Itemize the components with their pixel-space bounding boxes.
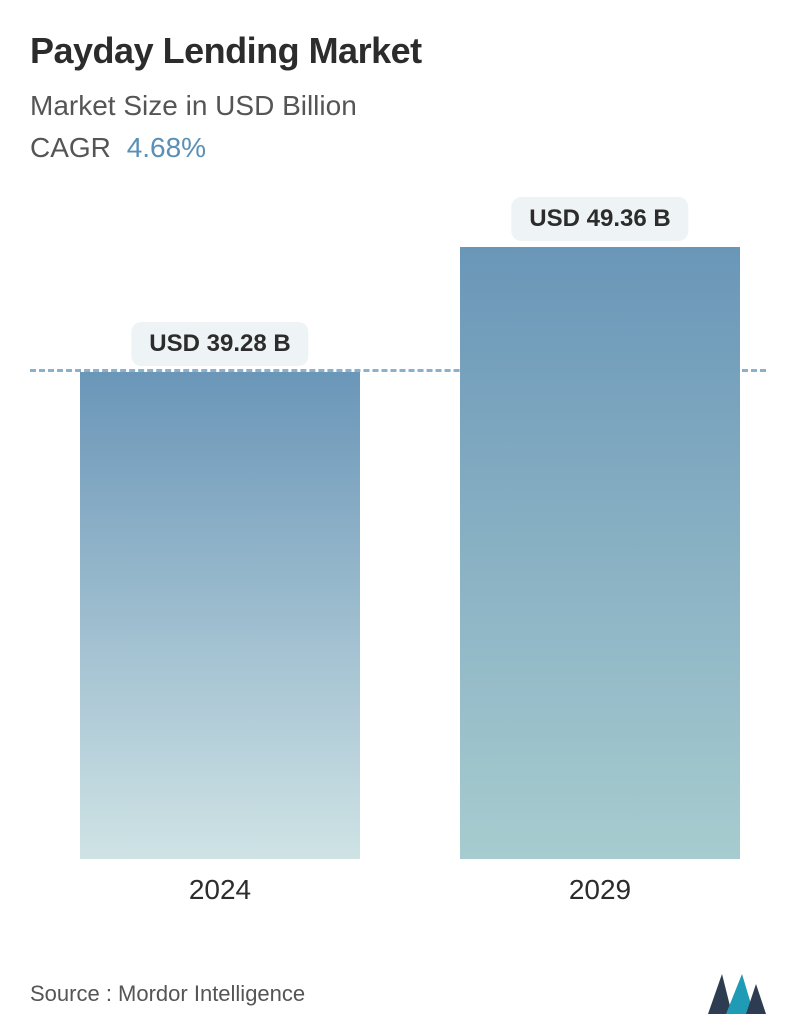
cagr-label: CAGR [30,132,111,163]
cagr-row: CAGR 4.68% [30,132,766,164]
bar-track: USD 39.28 B USD 49.36 B [30,214,766,859]
x-axis-label: 2029 [460,874,740,906]
bar-value-pill: USD 39.28 B [131,322,308,366]
chart-title: Payday Lending Market [30,30,766,72]
bar-fill [460,247,740,859]
chart-container: Payday Lending Market Market Size in USD… [0,0,796,1034]
chart-subtitle: Market Size in USD Billion [30,90,766,122]
bar-2024: USD 39.28 B [80,372,360,859]
source-text: Source : Mordor Intelligence [30,981,305,1007]
bar-2029: USD 49.36 B [460,247,740,859]
bar-value-pill: USD 49.36 B [511,197,688,241]
brand-logo-icon [708,974,766,1014]
chart-plot-area: USD 39.28 B USD 49.36 B 2024 2029 [30,214,766,914]
bar-fill [80,372,360,859]
cagr-value: 4.68% [127,132,206,163]
chart-footer: Source : Mordor Intelligence [30,974,766,1014]
x-axis-label: 2024 [80,874,360,906]
